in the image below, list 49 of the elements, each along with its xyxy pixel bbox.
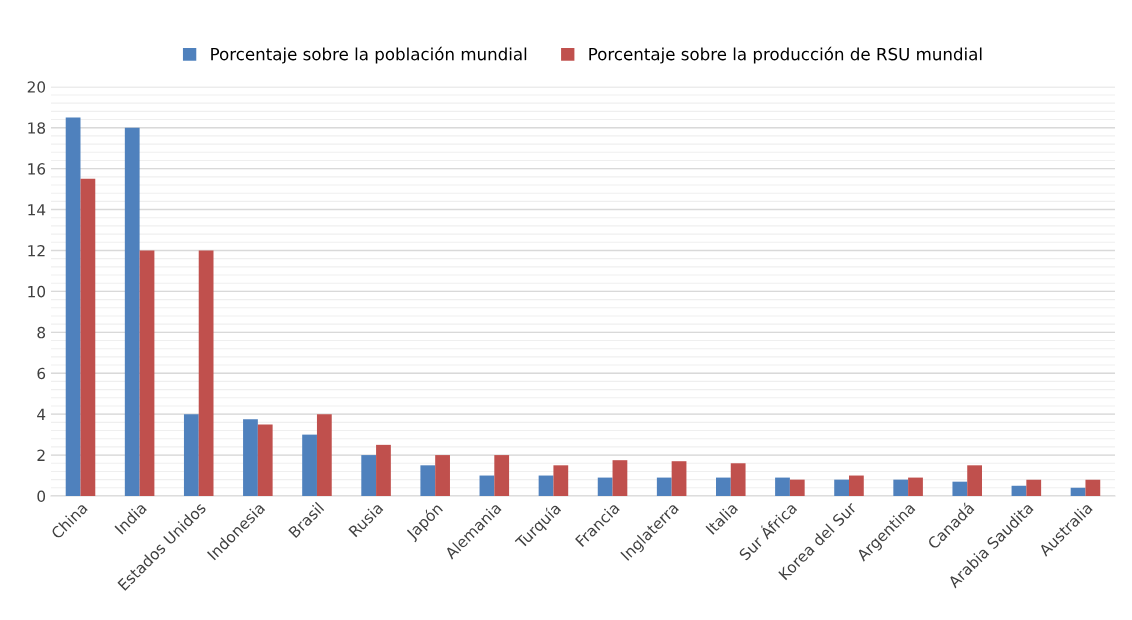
bar [849,475,864,496]
y-tick-label: 0 [37,490,46,503]
y-tick-label: 16 [28,163,46,175]
bar [1085,479,1101,496]
bar [553,465,569,496]
bar [656,477,672,496]
bar [715,477,731,496]
bar [1026,479,1042,496]
bar [671,461,687,496]
bar [435,455,450,496]
y-tick-label: 12 [28,244,45,257]
bar [376,444,391,496]
bar [494,455,510,496]
bar [893,479,909,496]
legend-label: Porcentaje sobre la producción de RSU mundial [589,46,982,64]
y-tick-label: 14 [28,204,46,216]
y-tick-label: 2 [37,449,45,461]
bar [420,465,436,496]
bar [243,419,258,496]
bar [139,250,155,496]
y-tick-label: 4 [37,408,46,420]
bar [612,460,628,496]
y-tick-label: 10 [28,285,46,298]
bar [538,475,554,496]
bar [302,434,317,496]
bar [1070,487,1086,496]
bar [65,117,81,496]
bar [834,479,849,496]
legend-label: Porcentaje sobre la población mundial [211,46,527,64]
y-tick-label: 18 [28,122,46,134]
bar [775,477,790,496]
bar [597,477,613,496]
y-tick-label: 20 [27,81,46,93]
y-tick-label: 6 [37,367,46,380]
bar [730,463,746,496]
bar [124,127,140,496]
bar [183,414,199,496]
bar [967,465,983,496]
bar [1011,485,1027,496]
bar [361,455,377,496]
bar [479,475,495,496]
bar [908,477,923,496]
bar [198,250,214,496]
bar [257,424,273,496]
bar [80,178,96,496]
bar [316,414,332,496]
bar [789,479,805,496]
y-tick-label: 8 [37,326,46,339]
bar [952,481,968,496]
